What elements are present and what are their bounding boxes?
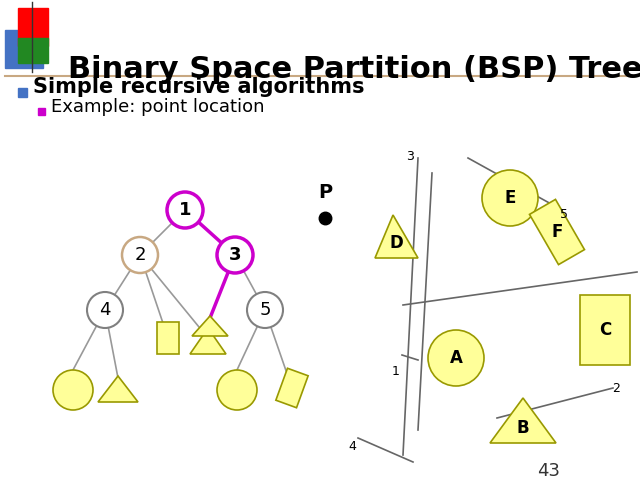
Polygon shape bbox=[98, 376, 138, 402]
Polygon shape bbox=[276, 368, 308, 408]
Polygon shape bbox=[529, 199, 584, 264]
Text: 1: 1 bbox=[392, 365, 400, 378]
Circle shape bbox=[167, 192, 203, 228]
Text: 43: 43 bbox=[537, 462, 560, 480]
Text: Simple recursive algorithms: Simple recursive algorithms bbox=[33, 77, 365, 97]
Text: C: C bbox=[599, 321, 611, 339]
Bar bbox=[18, 8, 48, 46]
Bar bbox=[38, 108, 45, 115]
Text: P: P bbox=[318, 183, 332, 202]
Text: 4: 4 bbox=[348, 440, 356, 453]
Text: Binary Space Partition (BSP) Tree: Binary Space Partition (BSP) Tree bbox=[68, 55, 640, 84]
Polygon shape bbox=[190, 328, 226, 354]
Circle shape bbox=[53, 370, 93, 410]
Text: 1: 1 bbox=[179, 201, 191, 219]
Polygon shape bbox=[157, 322, 179, 354]
Text: F: F bbox=[551, 223, 563, 241]
Circle shape bbox=[247, 292, 283, 328]
Bar bbox=[5, 30, 43, 68]
Bar bbox=[18, 88, 27, 97]
Text: A: A bbox=[449, 349, 463, 367]
Polygon shape bbox=[375, 215, 418, 258]
Text: 3: 3 bbox=[228, 246, 241, 264]
Text: 5: 5 bbox=[259, 301, 271, 319]
Circle shape bbox=[217, 237, 253, 273]
Circle shape bbox=[482, 170, 538, 226]
Text: 2: 2 bbox=[134, 246, 146, 264]
Text: 2: 2 bbox=[612, 382, 620, 395]
Circle shape bbox=[428, 330, 484, 386]
Text: 4: 4 bbox=[99, 301, 111, 319]
Polygon shape bbox=[490, 398, 556, 443]
Circle shape bbox=[87, 292, 123, 328]
Circle shape bbox=[122, 237, 158, 273]
Text: E: E bbox=[504, 189, 516, 207]
Polygon shape bbox=[192, 316, 228, 336]
Circle shape bbox=[217, 370, 257, 410]
Text: 5: 5 bbox=[560, 208, 568, 221]
Text: Example: point location: Example: point location bbox=[51, 98, 264, 116]
Text: 3: 3 bbox=[406, 150, 414, 163]
Bar bbox=[18, 38, 48, 63]
Text: B: B bbox=[516, 419, 529, 437]
Polygon shape bbox=[580, 295, 630, 365]
Text: D: D bbox=[389, 234, 403, 252]
